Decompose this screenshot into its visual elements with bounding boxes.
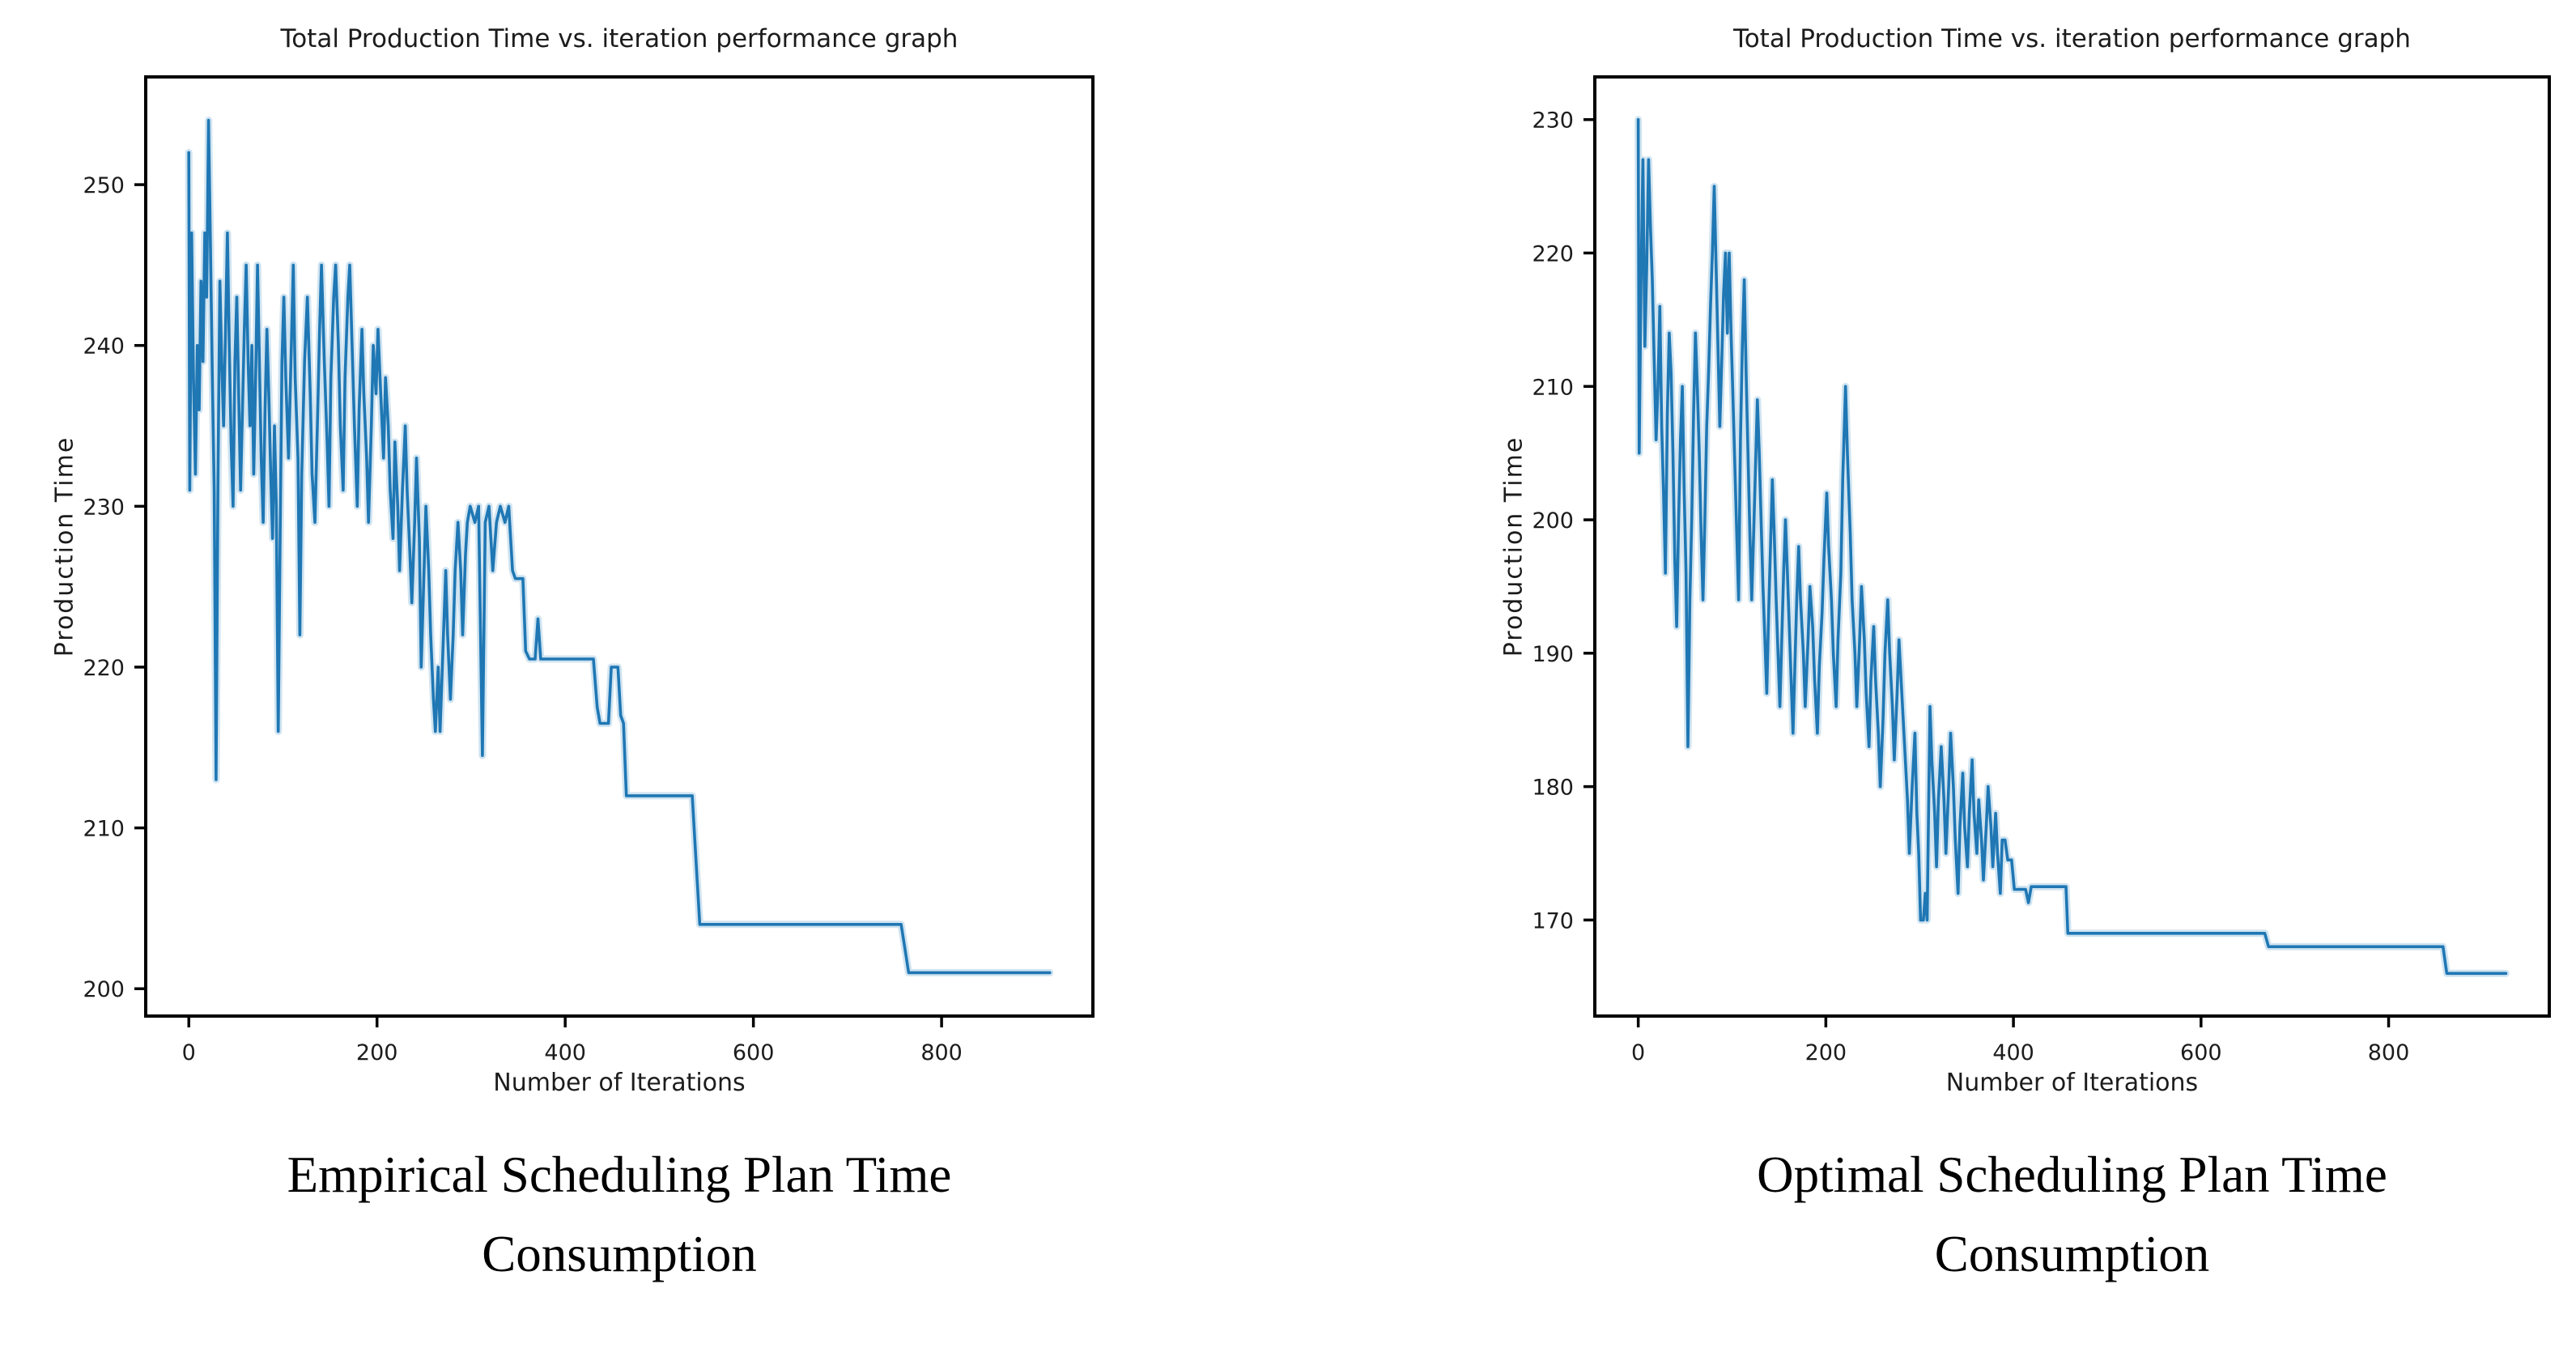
x-tick-label: 800 (2368, 1040, 2410, 1065)
y-tick-label: 230 (1532, 108, 1574, 134)
x-tick-label: 400 (1992, 1040, 2034, 1065)
plot-border (1593, 75, 2551, 1018)
x-tick-label: 200 (1805, 1040, 1847, 1065)
y-tick-label: 170 (1532, 908, 1574, 933)
x-tick-label: 400 (544, 1040, 586, 1065)
y-tick-label: 220 (83, 656, 125, 681)
y-tick-label: 190 (1532, 642, 1574, 667)
y-tick-label: 180 (1532, 776, 1574, 801)
series-line-halo (1634, 116, 2510, 977)
y-tick-label: 240 (83, 334, 125, 359)
y-tick-label: 250 (83, 173, 125, 198)
x-axis-label: Number of Iterations (1945, 1069, 2199, 1097)
y-tick-label: 210 (83, 817, 125, 842)
x-axis-label: Number of Iterations (493, 1069, 746, 1097)
axis-ticks: 0 200 400 600 800 200 210 220 230 240 250 (83, 173, 962, 1065)
caption-line: Consumption (1934, 1226, 2210, 1282)
caption-line: Optimal Scheduling Plan Time (1757, 1146, 2387, 1203)
x-tick-label: 200 (356, 1040, 398, 1065)
x-tick-label: 600 (733, 1040, 775, 1065)
y-tick-label: 230 (83, 495, 125, 520)
series-line (187, 118, 1052, 975)
caption-line: Empirical Scheduling Plan Time (287, 1146, 952, 1203)
y-tick-label: 220 (1532, 242, 1574, 267)
x-tick-label: 800 (920, 1040, 963, 1065)
x-tick-label: 0 (1631, 1040, 1645, 1065)
y-tick-label: 210 (1532, 375, 1574, 400)
x-tick-label: 0 (182, 1040, 196, 1065)
axis-ticks: 0 200 400 600 800 170 180 190 200 210 220 230 (1532, 108, 2409, 1065)
x-tick-label: 600 (2180, 1040, 2222, 1065)
caption-line: Consumption (482, 1226, 757, 1282)
y-tick-label: 200 (83, 977, 125, 1002)
chart-title: Total Production Time vs. iteration perf… (1733, 24, 2411, 53)
series-line (1636, 117, 2508, 976)
chart-title: Total Production Time vs. iteration perf… (280, 24, 959, 53)
plot-border (144, 75, 1095, 1018)
y-tick-label: 200 (1532, 508, 1574, 534)
caption-empirical: Empirical Scheduling Plan Time Consumpti… (0, 1135, 1255, 1294)
caption-optimal: Optimal Scheduling Plan Time Consumption (1433, 1135, 2576, 1294)
